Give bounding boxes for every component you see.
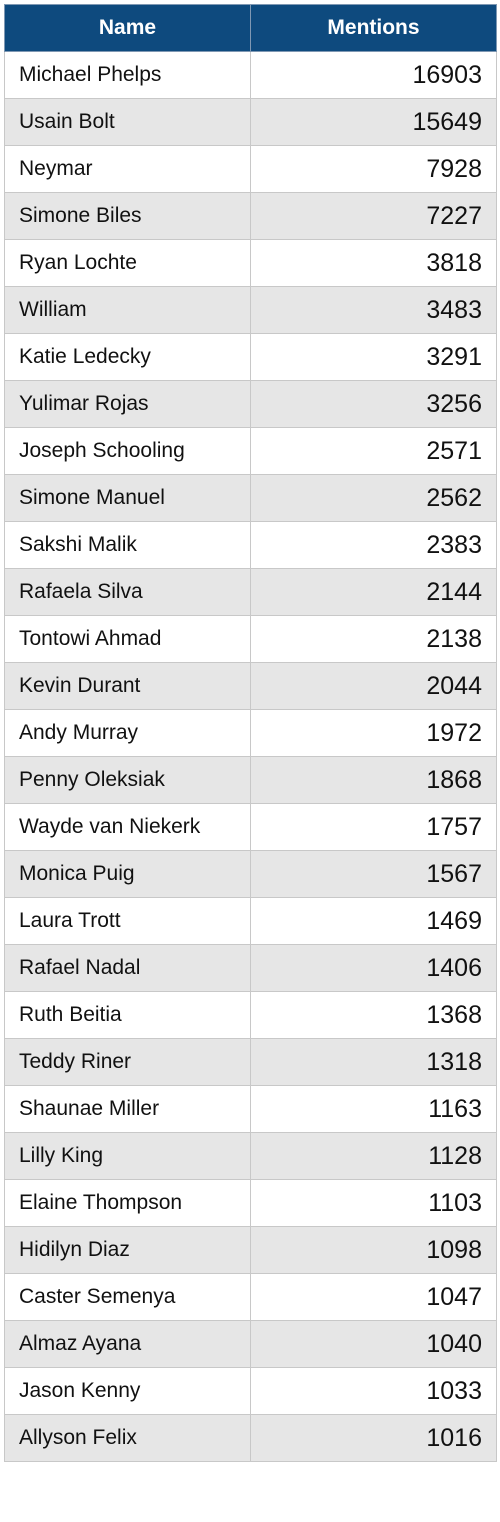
cell-mentions: 1163 (250, 1085, 497, 1133)
cell-mentions: 1972 (250, 709, 497, 757)
mentions-table: Name Mentions Michael Phelps 16903 Usain B… (4, 4, 497, 1462)
cell-name: Ruth Beitia (4, 991, 251, 1039)
cell-mentions: 1103 (250, 1179, 497, 1227)
table-row: Andy Murray 1972 (4, 709, 497, 757)
table-row: Allyson Felix 1016 (4, 1414, 497, 1462)
table-row: Almaz Ayana 1040 (4, 1320, 497, 1368)
cell-mentions: 1098 (250, 1226, 497, 1274)
cell-mentions: 3483 (250, 286, 497, 334)
cell-mentions: 1047 (250, 1273, 497, 1321)
cell-name: Kevin Durant (4, 662, 251, 710)
table-row: Wayde van Niekerk 1757 (4, 803, 497, 851)
cell-name: Yulimar Rojas (4, 380, 251, 428)
cell-name: Andy Murray (4, 709, 251, 757)
cell-name: Katie Ledecky (4, 333, 251, 381)
cell-name: Monica Puig (4, 850, 251, 898)
cell-mentions: 1318 (250, 1038, 497, 1086)
cell-mentions: 16903 (250, 51, 497, 99)
table-row: William 3483 (4, 286, 497, 334)
cell-mentions: 1128 (250, 1132, 497, 1180)
table-row: Rafael Nadal 1406 (4, 944, 497, 992)
cell-mentions: 1040 (250, 1320, 497, 1368)
table-row: Ruth Beitia 1368 (4, 991, 497, 1039)
cell-name: Tontowi Ahmad (4, 615, 251, 663)
cell-mentions: 2044 (250, 662, 497, 710)
cell-mentions: 2383 (250, 521, 497, 569)
cell-name: Usain Bolt (4, 98, 251, 146)
cell-name: Sakshi Malik (4, 521, 251, 569)
cell-name: Caster Semenya (4, 1273, 251, 1321)
cell-mentions: 3291 (250, 333, 497, 381)
table-container: Name Mentions Michael Phelps 16903 Usain B… (4, 4, 497, 1462)
table-row: Tontowi Ahmad 2138 (4, 615, 497, 663)
cell-name: Shaunae Miller (4, 1085, 251, 1133)
cell-name: Lilly King (4, 1132, 251, 1180)
cell-name: Rafael Nadal (4, 944, 251, 992)
cell-name: Simone Manuel (4, 474, 251, 522)
cell-mentions: 1757 (250, 803, 497, 851)
cell-mentions: 1406 (250, 944, 497, 992)
cell-name: Penny Oleksiak (4, 756, 251, 804)
cell-mentions: 1469 (250, 897, 497, 945)
cell-mentions: 7227 (250, 192, 497, 240)
table-row: Caster Semenya 1047 (4, 1273, 497, 1321)
table-row: Sakshi Malik 2383 (4, 521, 497, 569)
cell-name: Elaine Thompson (4, 1179, 251, 1227)
cell-name: Wayde van Niekerk (4, 803, 251, 851)
table-row: Joseph Schooling 2571 (4, 427, 497, 475)
table-row: Laura Trott 1469 (4, 897, 497, 945)
cell-name: Hidilyn Diaz (4, 1226, 251, 1274)
table-row: Katie Ledecky 3291 (4, 333, 497, 381)
table-row: Shaunae Miller 1163 (4, 1085, 497, 1133)
cell-name: Jason Kenny (4, 1367, 251, 1415)
table-row: Simone Biles 7227 (4, 192, 497, 240)
cell-mentions: 2144 (250, 568, 497, 616)
table-row: Monica Puig 1567 (4, 850, 497, 898)
table-row: Penny Oleksiak 1868 (4, 756, 497, 804)
cell-mentions: 7928 (250, 145, 497, 193)
column-header-mentions: Mentions (250, 4, 497, 52)
table-row: Elaine Thompson 1103 (4, 1179, 497, 1227)
cell-name: Teddy Riner (4, 1038, 251, 1086)
cell-mentions: 15649 (250, 98, 497, 146)
cell-mentions: 2562 (250, 474, 497, 522)
cell-name: Michael Phelps (4, 51, 251, 99)
cell-mentions: 3256 (250, 380, 497, 428)
table-row: Michael Phelps 16903 (4, 51, 497, 99)
cell-mentions: 1016 (250, 1414, 497, 1462)
table-row: Hidilyn Diaz 1098 (4, 1226, 497, 1274)
table-row: Teddy Riner 1318 (4, 1038, 497, 1086)
table-row: Lilly King 1128 (4, 1132, 497, 1180)
cell-name: Laura Trott (4, 897, 251, 945)
table-row: Yulimar Rojas 3256 (4, 380, 497, 428)
table-row: Simone Manuel 2562 (4, 474, 497, 522)
cell-name: Allyson Felix (4, 1414, 251, 1462)
cell-name: Joseph Schooling (4, 427, 251, 475)
cell-name: Ryan Lochte (4, 239, 251, 287)
table-row: Ryan Lochte 3818 (4, 239, 497, 287)
cell-mentions: 1368 (250, 991, 497, 1039)
cell-name: Almaz Ayana (4, 1320, 251, 1368)
table-row: Kevin Durant 2044 (4, 662, 497, 710)
table-body: Michael Phelps 16903 Usain Bolt 15649 Neymar… (4, 51, 497, 1462)
cell-name: Simone Biles (4, 192, 251, 240)
cell-name: Rafaela Silva (4, 568, 251, 616)
cell-mentions: 2571 (250, 427, 497, 475)
header-row: Name Mentions (4, 4, 497, 52)
cell-name: Neymar (4, 145, 251, 193)
cell-mentions: 1868 (250, 756, 497, 804)
cell-mentions: 1567 (250, 850, 497, 898)
cell-mentions: 1033 (250, 1367, 497, 1415)
table-row: Jason Kenny 1033 (4, 1367, 497, 1415)
table-row: Neymar 7928 (4, 145, 497, 193)
column-header-name: Name (4, 4, 251, 52)
table-row: Usain Bolt 15649 (4, 98, 497, 146)
cell-name: William (4, 286, 251, 334)
cell-mentions: 2138 (250, 615, 497, 663)
cell-mentions: 3818 (250, 239, 497, 287)
table-row: Rafaela Silva 2144 (4, 568, 497, 616)
